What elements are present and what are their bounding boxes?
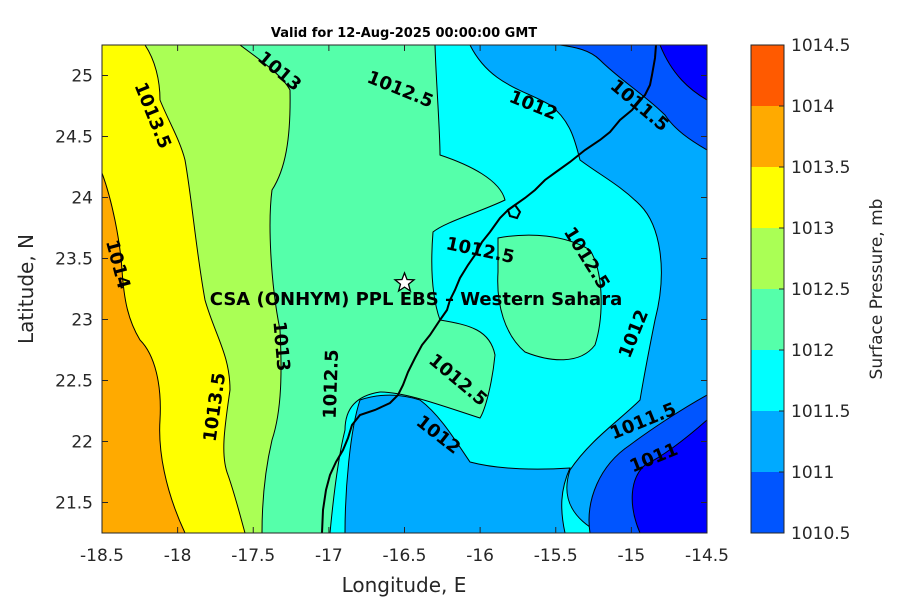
site-star-marker	[393, 271, 416, 293]
x-tick-label: -17.5	[231, 546, 275, 566]
x-tick-label: -15.5	[534, 546, 578, 566]
x-tick-label: -16.5	[383, 546, 427, 566]
band-1011-5-sw	[344, 394, 571, 533]
x-tick-label: -18.5	[80, 546, 124, 566]
band-1011-ne	[559, 45, 707, 151]
band-1011-5-ne	[469, 45, 707, 533]
band-1012-5-east	[497, 234, 602, 361]
chart-title: Valid for 12-Aug-2025 00:00:00 GMT	[271, 26, 537, 41]
y-tick-label: 23.5	[55, 250, 93, 270]
y-tick-label: 24.5	[55, 128, 93, 148]
colorbar-tick-label: 1013.5	[791, 158, 850, 178]
band-1014	[102, 172, 186, 533]
x-axis: -18.5 -18 -17.5 -17 -16.5 -16 -15.5 -15 -14.5	[80, 45, 729, 566]
contour-label: 1013	[268, 320, 293, 372]
colorbar-tick-label: 1011.5	[791, 402, 850, 422]
colorbar-swatch	[751, 167, 784, 228]
site-label: CSA (ONHYM) PPL EBS – Western Sahara	[210, 289, 622, 310]
y-tick-label: 22.5	[55, 372, 93, 392]
y-tick-label: 25	[71, 67, 93, 87]
colorbar-tick-label: 1012	[791, 341, 834, 361]
y-tick-label: 24	[71, 189, 93, 209]
contour-label: 1012.5	[320, 349, 343, 419]
colorbar-swatch	[751, 228, 784, 289]
y-axis: 25 24.5 24 23.5 23 22.5 22 21.5	[55, 67, 707, 514]
colorbar-tick-label: 1012.5	[791, 280, 850, 300]
x-axis-label: Longitude, E	[342, 573, 467, 597]
x-tick-label: -18	[164, 546, 192, 566]
colorbar-tick-label: 1010.5	[791, 524, 850, 544]
colorbar-swatch	[751, 289, 784, 350]
y-tick-label: 23	[71, 311, 93, 331]
y-tick-label: 21.5	[55, 494, 93, 514]
x-tick-label: -15	[617, 546, 645, 566]
colorbar-tick-label: 1013	[791, 219, 834, 239]
coastline-inlet	[506, 203, 522, 220]
colorbar-label: Surface Pressure, mb	[867, 199, 887, 380]
x-tick-label: -14.5	[685, 546, 729, 566]
colorbar: 1014.5 1014 1013.5 1013 1012.5 1012 1011.5 1011…	[750, 36, 850, 544]
colorbar-swatch	[751, 350, 784, 411]
x-tick-label: -17	[315, 546, 343, 566]
colorbar-tick-label: 1011	[791, 463, 834, 483]
colorbar-tick-label: 1014	[791, 97, 834, 117]
coastline	[321, 45, 657, 533]
colorbar-swatch	[751, 45, 784, 106]
site-annotation: CSA (ONHYM) PPL EBS – Western Sahara	[210, 271, 622, 310]
y-tick-label: 22	[71, 433, 93, 453]
x-tick-label: -16	[466, 546, 494, 566]
colorbar-swatch	[751, 411, 784, 472]
colorbar-swatch	[751, 106, 784, 167]
colorbar-swatch	[751, 472, 784, 533]
colorbar-tick-label: 1014.5	[791, 36, 850, 56]
y-axis-label: Latitude, N	[14, 234, 38, 344]
pressure-field	[102, 45, 707, 533]
band-1010-5-se	[631, 419, 707, 533]
